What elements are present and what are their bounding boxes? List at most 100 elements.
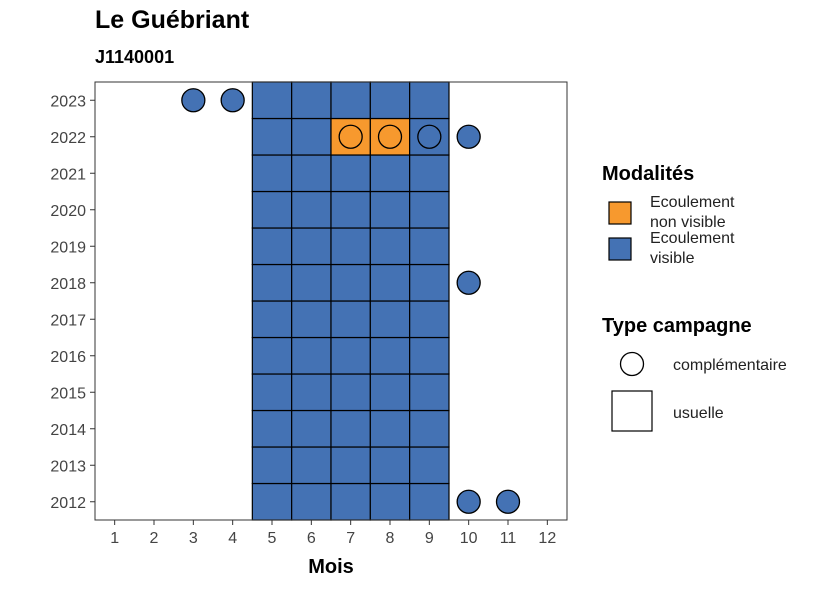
cell-2018-7: [330, 263, 371, 302]
point-2022-7: [338, 124, 363, 149]
cell-2019-8: [369, 227, 411, 266]
cell-2020-9: [409, 190, 450, 229]
x-tick-label-2: 2: [150, 530, 159, 547]
point-2012-11: [495, 489, 521, 514]
x-tick-label-10: 10: [460, 530, 478, 547]
cell-2012-7: [330, 482, 371, 521]
cell-2020-6: [291, 190, 332, 229]
cell-2021-6: [291, 154, 332, 193]
cell-2018-6: [291, 263, 332, 302]
x-tick-label-9: 9: [425, 530, 434, 547]
y-tick-label-2020: 2020: [50, 203, 86, 220]
cell-2018-9: [409, 263, 450, 302]
legend-key-0: [608, 201, 632, 225]
legend-type-key-0: [619, 351, 645, 377]
point-2023-4: [220, 88, 245, 113]
complementaire-points: [181, 88, 521, 514]
cell-2019-9: [409, 227, 450, 266]
legend-key-1: [608, 237, 632, 261]
legend-modalites-title: Modalités: [602, 163, 694, 185]
cell-2017-5: [251, 300, 293, 339]
chart-title: Le Guébriant: [95, 6, 250, 34]
cell-2015-8: [369, 373, 411, 412]
cell-2013-8: [369, 446, 411, 485]
x-tick-label-7: 7: [346, 530, 355, 547]
cell-2019-7: [330, 227, 371, 266]
cell-2023-7: [330, 81, 371, 120]
x-axis-title: Mois: [308, 556, 354, 578]
cell-2016-7: [330, 336, 371, 375]
y-tick-label-2022: 2022: [50, 130, 86, 147]
x-tick-label-3: 3: [189, 530, 198, 547]
point-2018-10: [456, 270, 481, 295]
cell-2023-8: [369, 81, 411, 120]
x-tick-label-11: 11: [500, 530, 517, 547]
legend-label-0-line2: non visible: [650, 214, 726, 231]
cell-2017-9: [409, 300, 450, 339]
cell-2016-6: [291, 336, 332, 375]
cell-2012-5: [251, 482, 293, 521]
cell-2017-6: [291, 300, 332, 339]
cell-2016-8: [369, 336, 411, 375]
point-2022-10: [456, 124, 481, 149]
y-tick-label-2019: 2019: [50, 239, 86, 256]
cell-2013-5: [251, 446, 293, 485]
cell-2012-9: [409, 482, 450, 521]
cell-2017-8: [369, 300, 411, 339]
legend-label-1-line2: visible: [650, 250, 695, 267]
legend-type-label-1: usuelle: [673, 405, 724, 422]
cell-2013-7: [330, 446, 371, 485]
cell-2014-8: [369, 409, 411, 448]
y-axis-ticks: 2012 2013 2014 2015 2016 2017 2018 2019 2020 2021…: [50, 93, 95, 512]
cell-2015-6: [291, 373, 332, 412]
cell-2020-7: [330, 190, 371, 229]
cell-2018-5: [251, 263, 293, 302]
x-tick-label-8: 8: [386, 530, 395, 547]
y-tick-label-2023: 2023: [50, 93, 86, 110]
cell-2016-9: [409, 336, 450, 375]
plot-panel-border: [94, 81, 568, 521]
cell-2021-8: [369, 154, 411, 193]
cell-2014-9: [409, 409, 450, 448]
cell-2019-6: [291, 227, 332, 266]
cell-2018-8: [369, 263, 411, 302]
legend-type-key-1: [611, 390, 653, 432]
y-tick-label-2021: 2021: [50, 166, 86, 183]
cell-2013-6: [291, 446, 332, 485]
legend-label-1-line1: Ecoulement: [650, 230, 735, 247]
cell-2021-9: [409, 154, 450, 193]
cell-2021-5: [251, 154, 293, 193]
cell-2021-7: [330, 154, 371, 193]
point-2022-8: [377, 124, 403, 149]
cell-2017-7: [330, 300, 371, 339]
cell-2015-7: [330, 373, 371, 412]
x-tick-label-4: 4: [228, 530, 237, 547]
y-tick-label-2014: 2014: [50, 422, 86, 439]
point-2022-9: [417, 124, 442, 149]
y-tick-label-2013: 2013: [50, 458, 86, 475]
usuelle-cells: [251, 81, 450, 521]
legend-label-0-line1: Ecoulement: [650, 194, 735, 211]
cell-2020-5: [251, 190, 293, 229]
y-tick-label-2012: 2012: [50, 495, 86, 512]
cell-2022-6: [291, 117, 332, 156]
cell-2015-5: [251, 373, 293, 412]
chart-subtitle: J1140001: [95, 47, 175, 67]
cell-2014-7: [330, 409, 371, 448]
point-2012-10: [456, 489, 481, 514]
y-tick-label-2016: 2016: [50, 349, 86, 366]
legend-type-label-0: complémentaire: [673, 357, 787, 374]
cell-2020-8: [369, 190, 411, 229]
cell-2023-6: [291, 81, 332, 120]
cell-2013-9: [409, 446, 450, 485]
x-tick-label-1: 1: [110, 530, 119, 547]
x-tick-label-5: 5: [268, 530, 277, 547]
cell-2014-5: [251, 409, 293, 448]
cell-2012-6: [291, 482, 332, 521]
cell-2023-5: [251, 81, 293, 120]
y-tick-label-2018: 2018: [50, 276, 86, 293]
point-2023-3: [181, 88, 206, 113]
